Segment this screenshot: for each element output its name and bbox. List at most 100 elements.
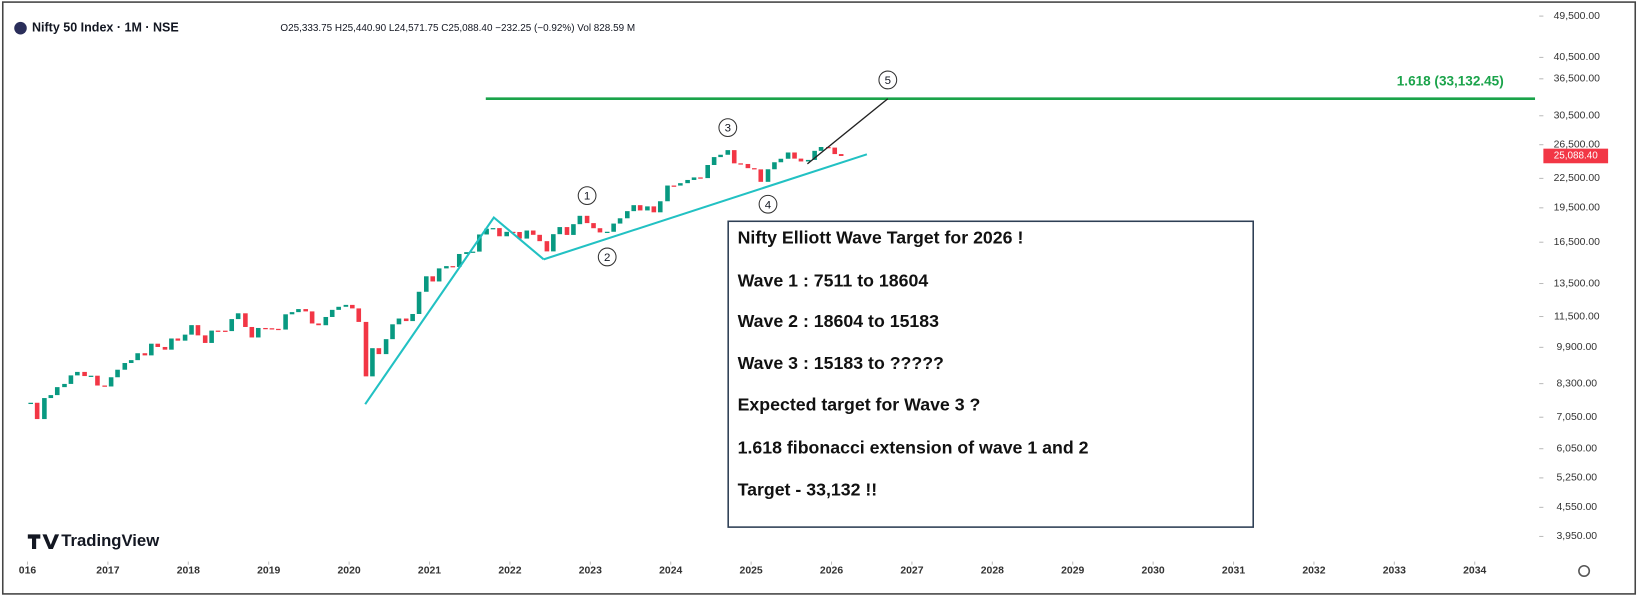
- x-tick-label: 2029: [1061, 566, 1084, 577]
- candle: [149, 343, 154, 356]
- ohlc: O25,333.75 H25,440.90 L24,571.75 C25,088…: [280, 23, 635, 34]
- candle: [812, 150, 817, 160]
- candle: [524, 230, 530, 239]
- x-tick-label: 2026: [820, 566, 843, 577]
- candle: [108, 377, 114, 387]
- candle: [705, 164, 710, 179]
- candle: [229, 319, 235, 332]
- candle: [323, 316, 329, 326]
- y-tick-label: 16,500.00: [1554, 237, 1601, 248]
- x-tick-label: 2025: [740, 566, 763, 577]
- trend-line: [364, 215, 545, 405]
- y-tick-label: 5,250.00: [1556, 473, 1597, 484]
- candle: [745, 163, 751, 169]
- y-tick-label: 36,500.00: [1554, 74, 1601, 85]
- candle: [115, 369, 120, 378]
- candle: [195, 325, 201, 336]
- candle: [175, 338, 181, 341]
- candle: [182, 334, 188, 341]
- candle: [832, 147, 838, 155]
- candle: [82, 371, 87, 377]
- candle: [597, 228, 603, 233]
- candle: [155, 343, 161, 347]
- fib-label: 1.618 (33,132.45): [1397, 74, 1504, 89]
- candle: [530, 230, 536, 235]
- x-tick-label: 2023: [579, 566, 602, 577]
- wave-label: 1: [584, 191, 590, 203]
- wave-marker: [878, 70, 898, 90]
- x-tick-label: 2019: [257, 566, 280, 577]
- candle: [631, 205, 637, 212]
- candle: [316, 323, 321, 326]
- y-tick-label: 11,500.00: [1554, 311, 1600, 322]
- x-tick-label: 2033: [1383, 566, 1406, 577]
- candle: [785, 152, 791, 159]
- symbol: Nifty 50 Index · 1M · NSE: [32, 20, 179, 34]
- y-tick-label: 8,300.00: [1556, 378, 1597, 389]
- candle: [484, 228, 489, 235]
- y-tick-label: 22,500.00: [1554, 173, 1601, 184]
- candle: [276, 328, 281, 331]
- candle: [772, 162, 777, 170]
- candle: [456, 253, 462, 267]
- y-tick-label: 3,950.00: [1556, 531, 1597, 542]
- candle: [169, 338, 174, 350]
- candle: [564, 227, 570, 235]
- x-tick-label: 2022: [498, 566, 521, 577]
- candle: [537, 234, 542, 242]
- candle: [68, 375, 74, 384]
- candle: [75, 371, 80, 376]
- candle: [235, 313, 241, 320]
- candle: [202, 335, 208, 343]
- candle: [765, 169, 771, 182]
- x-tick-label: 2028: [981, 566, 1004, 577]
- wave-marker: [597, 247, 617, 267]
- x-tick-label: 2021: [418, 566, 441, 577]
- wave-label: 3: [725, 123, 731, 135]
- candle: [691, 177, 697, 180]
- candle: [189, 325, 194, 335]
- candle: [356, 308, 362, 322]
- settings-icon[interactable]: [1578, 564, 1591, 577]
- candle: [544, 241, 550, 252]
- note-line: 1.618 fibonacci extension of wave 1 and …: [738, 438, 1089, 458]
- candle: [625, 211, 630, 219]
- candle: [464, 252, 469, 254]
- wave-marker: [718, 118, 738, 138]
- note-line: Wave 1 : 7511 to 18604: [738, 271, 929, 291]
- candle: [611, 223, 616, 232]
- y-tick-label: 9,900.00: [1556, 342, 1597, 353]
- y-tick-label: 49,500.00: [1554, 11, 1601, 22]
- candle: [88, 375, 94, 377]
- candle: [403, 318, 409, 322]
- candle: [95, 375, 100, 386]
- y-tick-label: 13,500.00: [1554, 278, 1601, 289]
- note-line: Nifty Elliott Wave Target for 2026 !: [738, 228, 1024, 248]
- candle: [28, 402, 34, 405]
- x-tick-label: 2031: [1222, 566, 1245, 577]
- candle: [778, 158, 784, 163]
- note-frame: [727, 220, 1254, 528]
- y-tick-label: 40,500.00: [1554, 52, 1601, 63]
- x-tick-label: 2027: [900, 566, 923, 577]
- candle: [263, 327, 268, 330]
- candle: [497, 228, 502, 237]
- candle: [805, 159, 811, 162]
- x-tick-label: 016: [19, 566, 37, 577]
- candle: [430, 276, 436, 282]
- candle: [416, 291, 422, 314]
- candle: [102, 385, 107, 387]
- y-tick-label: 19,500.00: [1554, 203, 1601, 214]
- candle: [551, 234, 556, 252]
- candle: [135, 353, 140, 361]
- note-line: Wave 3 : 15183 to ?????: [738, 353, 944, 373]
- wave-label: 2: [604, 252, 610, 264]
- note-line: Expected target for Wave 3 ?: [738, 395, 981, 415]
- watermark-logo: [27, 534, 60, 550]
- note-line: Wave 2 : 18604 to 15183: [738, 311, 940, 331]
- candle: [303, 309, 308, 312]
- candle: [296, 309, 301, 313]
- candle: [122, 363, 128, 370]
- candle: [209, 330, 214, 343]
